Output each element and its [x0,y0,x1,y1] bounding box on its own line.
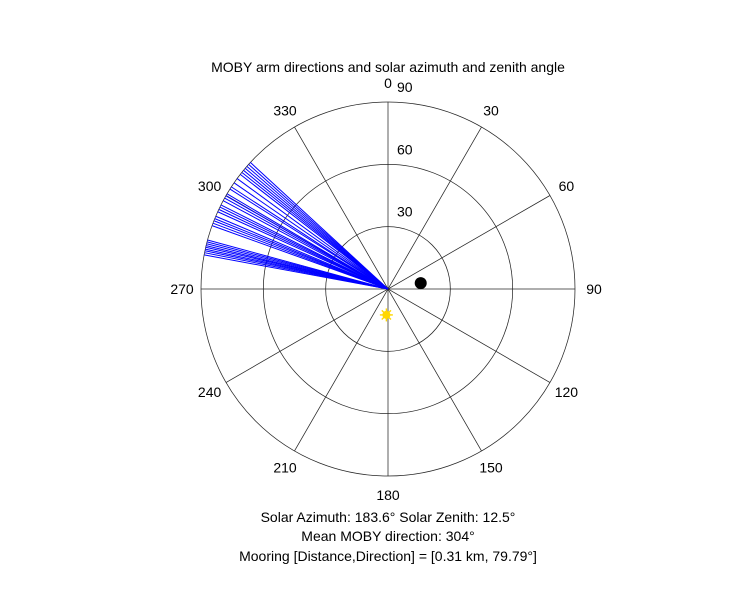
radial-label-90: 90 [397,79,413,95]
angle-label-240: 240 [198,384,222,400]
markers [379,277,427,322]
radial-label-30: 30 [397,204,413,220]
chart-title: MOBY arm directions and solar azimuth an… [211,59,565,75]
angle-label-330: 330 [273,103,297,119]
radial-tick-labels: 30 60 90 [397,79,413,220]
arm-line-24 [233,182,389,290]
arm-line-21 [226,193,389,290]
arm-line-13 [215,215,389,290]
arm-direction-lines [204,162,389,290]
angle-label-210: 210 [273,459,297,475]
sun-marker [379,308,393,322]
angle-label-180: 180 [376,487,400,503]
radial-label-60: 60 [397,141,413,157]
angle-label-270: 270 [170,281,194,297]
angle-label-60: 60 [559,178,575,194]
angular-tick-labels: 0 30 60 90 120 150 180 210 240 270 300 330 [170,75,602,503]
arm-line-17 [220,204,389,290]
angle-label-30: 30 [483,103,499,119]
arm-line-25 [236,178,389,290]
arm-line-23 [231,186,389,290]
mean-direction-annotation: Mean MOBY direction: 304° [301,528,474,544]
angle-label-300: 300 [198,178,222,194]
angle-label-120: 120 [555,384,579,400]
arm-line-8 [207,239,389,290]
angle-label-150: 150 [479,459,503,475]
mooring-marker [414,277,427,290]
mooring-annotation: Mooring [Distance,Direction] = [0.31 km,… [239,548,537,564]
solar-annotation: Solar Azimuth: 183.6° Solar Zenith: 12.5… [261,509,516,525]
arm-line-32 [250,162,389,290]
angle-label-90: 90 [586,281,602,297]
angle-label-0: 0 [384,75,392,91]
